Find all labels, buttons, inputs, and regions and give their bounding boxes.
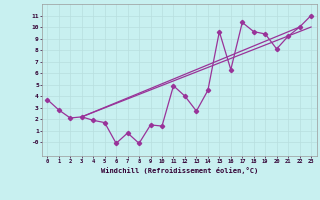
X-axis label: Windchill (Refroidissement éolien,°C): Windchill (Refroidissement éolien,°C) [100, 167, 258, 174]
